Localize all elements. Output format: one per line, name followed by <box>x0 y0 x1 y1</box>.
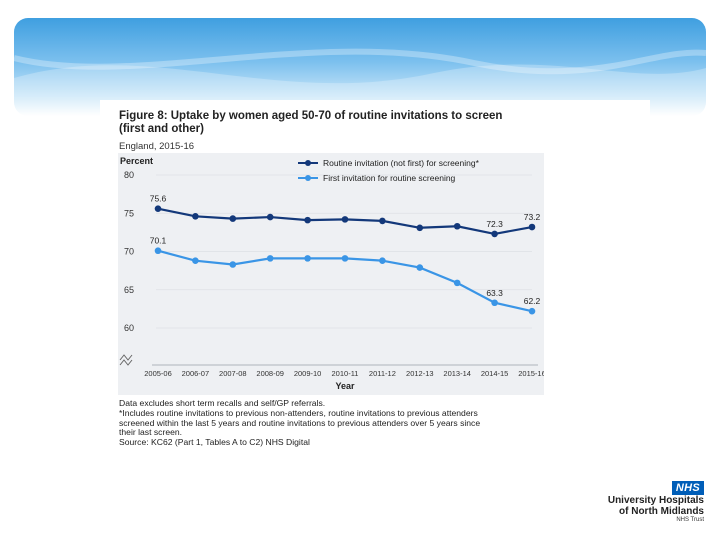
data-point <box>379 217 386 225</box>
y-tick-label: 70 <box>124 247 134 257</box>
note-line: Data excludes short term recalls and sel… <box>119 398 326 408</box>
data-point <box>266 213 274 221</box>
x-tick-label: 2012-13 <box>406 369 434 378</box>
x-tick-label: 2009-10 <box>294 369 322 378</box>
x-tick-label: 2011-12 <box>369 369 396 378</box>
figure-title-line1: Figure 8: Uptake by women aged 50-70 of … <box>119 110 503 122</box>
x-tick-label: 2006-07 <box>182 369 210 378</box>
data-point <box>491 230 498 238</box>
nhs-logo: NHS University Hospitals of North Midlan… <box>596 478 704 523</box>
x-tick-label: 2005-06 <box>144 369 172 378</box>
logo-trust: NHS Trust <box>676 517 704 523</box>
data-label: 75.6 <box>150 194 167 204</box>
data-point <box>416 264 424 271</box>
data-point <box>528 307 536 315</box>
figure-title-line2: (first and other) <box>119 123 204 135</box>
figure-card: Figure 8: Uptake by women aged 50-70 of … <box>112 106 548 450</box>
data-point <box>304 216 311 224</box>
nhs-badge: NHS <box>671 481 704 495</box>
data-point <box>341 255 349 262</box>
y-tick-label: 75 <box>124 208 134 218</box>
legend-swatch-marker <box>305 160 311 166</box>
data-point <box>491 299 498 307</box>
line-chart: Percent 80 75 70 65 60 2005-06 2006-07 2007-08 20… <box>119 156 546 391</box>
data-point <box>154 247 162 255</box>
note-line: *Includes routine invitations to previou… <box>119 407 478 418</box>
data-point <box>192 213 199 220</box>
y-tick-label: 80 <box>124 170 134 180</box>
data-label: 70.1 <box>150 236 167 246</box>
data-label: 72.3 <box>486 219 503 229</box>
x-tick-label: 2008-09 <box>256 369 284 378</box>
data-point <box>453 222 461 230</box>
data-point <box>192 257 199 264</box>
logo-line-2: of North Midlands <box>619 505 704 517</box>
legend-label: Routine invitation (not first) for scree… <box>323 158 480 168</box>
data-label: 63.3 <box>486 288 503 298</box>
data-point <box>416 224 424 232</box>
chart-panel: Percent 80 75 70 65 60 2005-06 2006-07 2007-08 20… <box>118 153 546 395</box>
legend-label: First invitation for routine screening <box>323 173 456 183</box>
data-point <box>453 279 461 287</box>
legend-swatch-marker <box>305 175 311 181</box>
data-label: 73.2 <box>524 212 541 222</box>
data-point <box>528 223 536 231</box>
data-point <box>341 216 349 223</box>
y-axis-label: Percent <box>120 156 153 166</box>
x-tick-label: 2015-16 <box>518 369 544 378</box>
axis-break-icon <box>119 354 133 366</box>
data-point <box>229 215 237 222</box>
logo-line-1: University Hospitals <box>607 495 704 506</box>
note-line: Source: KC62 (Part 1, Tables A to C2) NH… <box>119 437 310 448</box>
y-tick-label: 60 <box>124 323 134 333</box>
figure-subtitle: England, 2015-16 <box>119 141 195 152</box>
y-tick-label: 65 <box>124 285 134 295</box>
note-line: screened within the last 5 years and rou… <box>119 417 481 428</box>
x-tick-label: 2010-11 <box>332 369 359 378</box>
figure-title: Figure 8: Uptake by women aged 50-70 of … <box>119 110 549 136</box>
x-tick-label: 2014-15 <box>481 369 509 378</box>
data-point <box>379 257 386 264</box>
x-tick-label: 2013-14 <box>443 369 471 378</box>
data-label: 62.2 <box>524 296 541 306</box>
data-point <box>229 261 237 268</box>
data-point <box>266 255 274 262</box>
data-point <box>154 205 162 212</box>
x-tick-label: 2007-08 <box>219 369 247 378</box>
note-line: their last screen. <box>119 427 183 438</box>
x-axis-label: Year <box>335 381 355 391</box>
figure-notes: Data excludes short term recalls and sel… <box>119 398 547 448</box>
data-point <box>304 255 311 262</box>
